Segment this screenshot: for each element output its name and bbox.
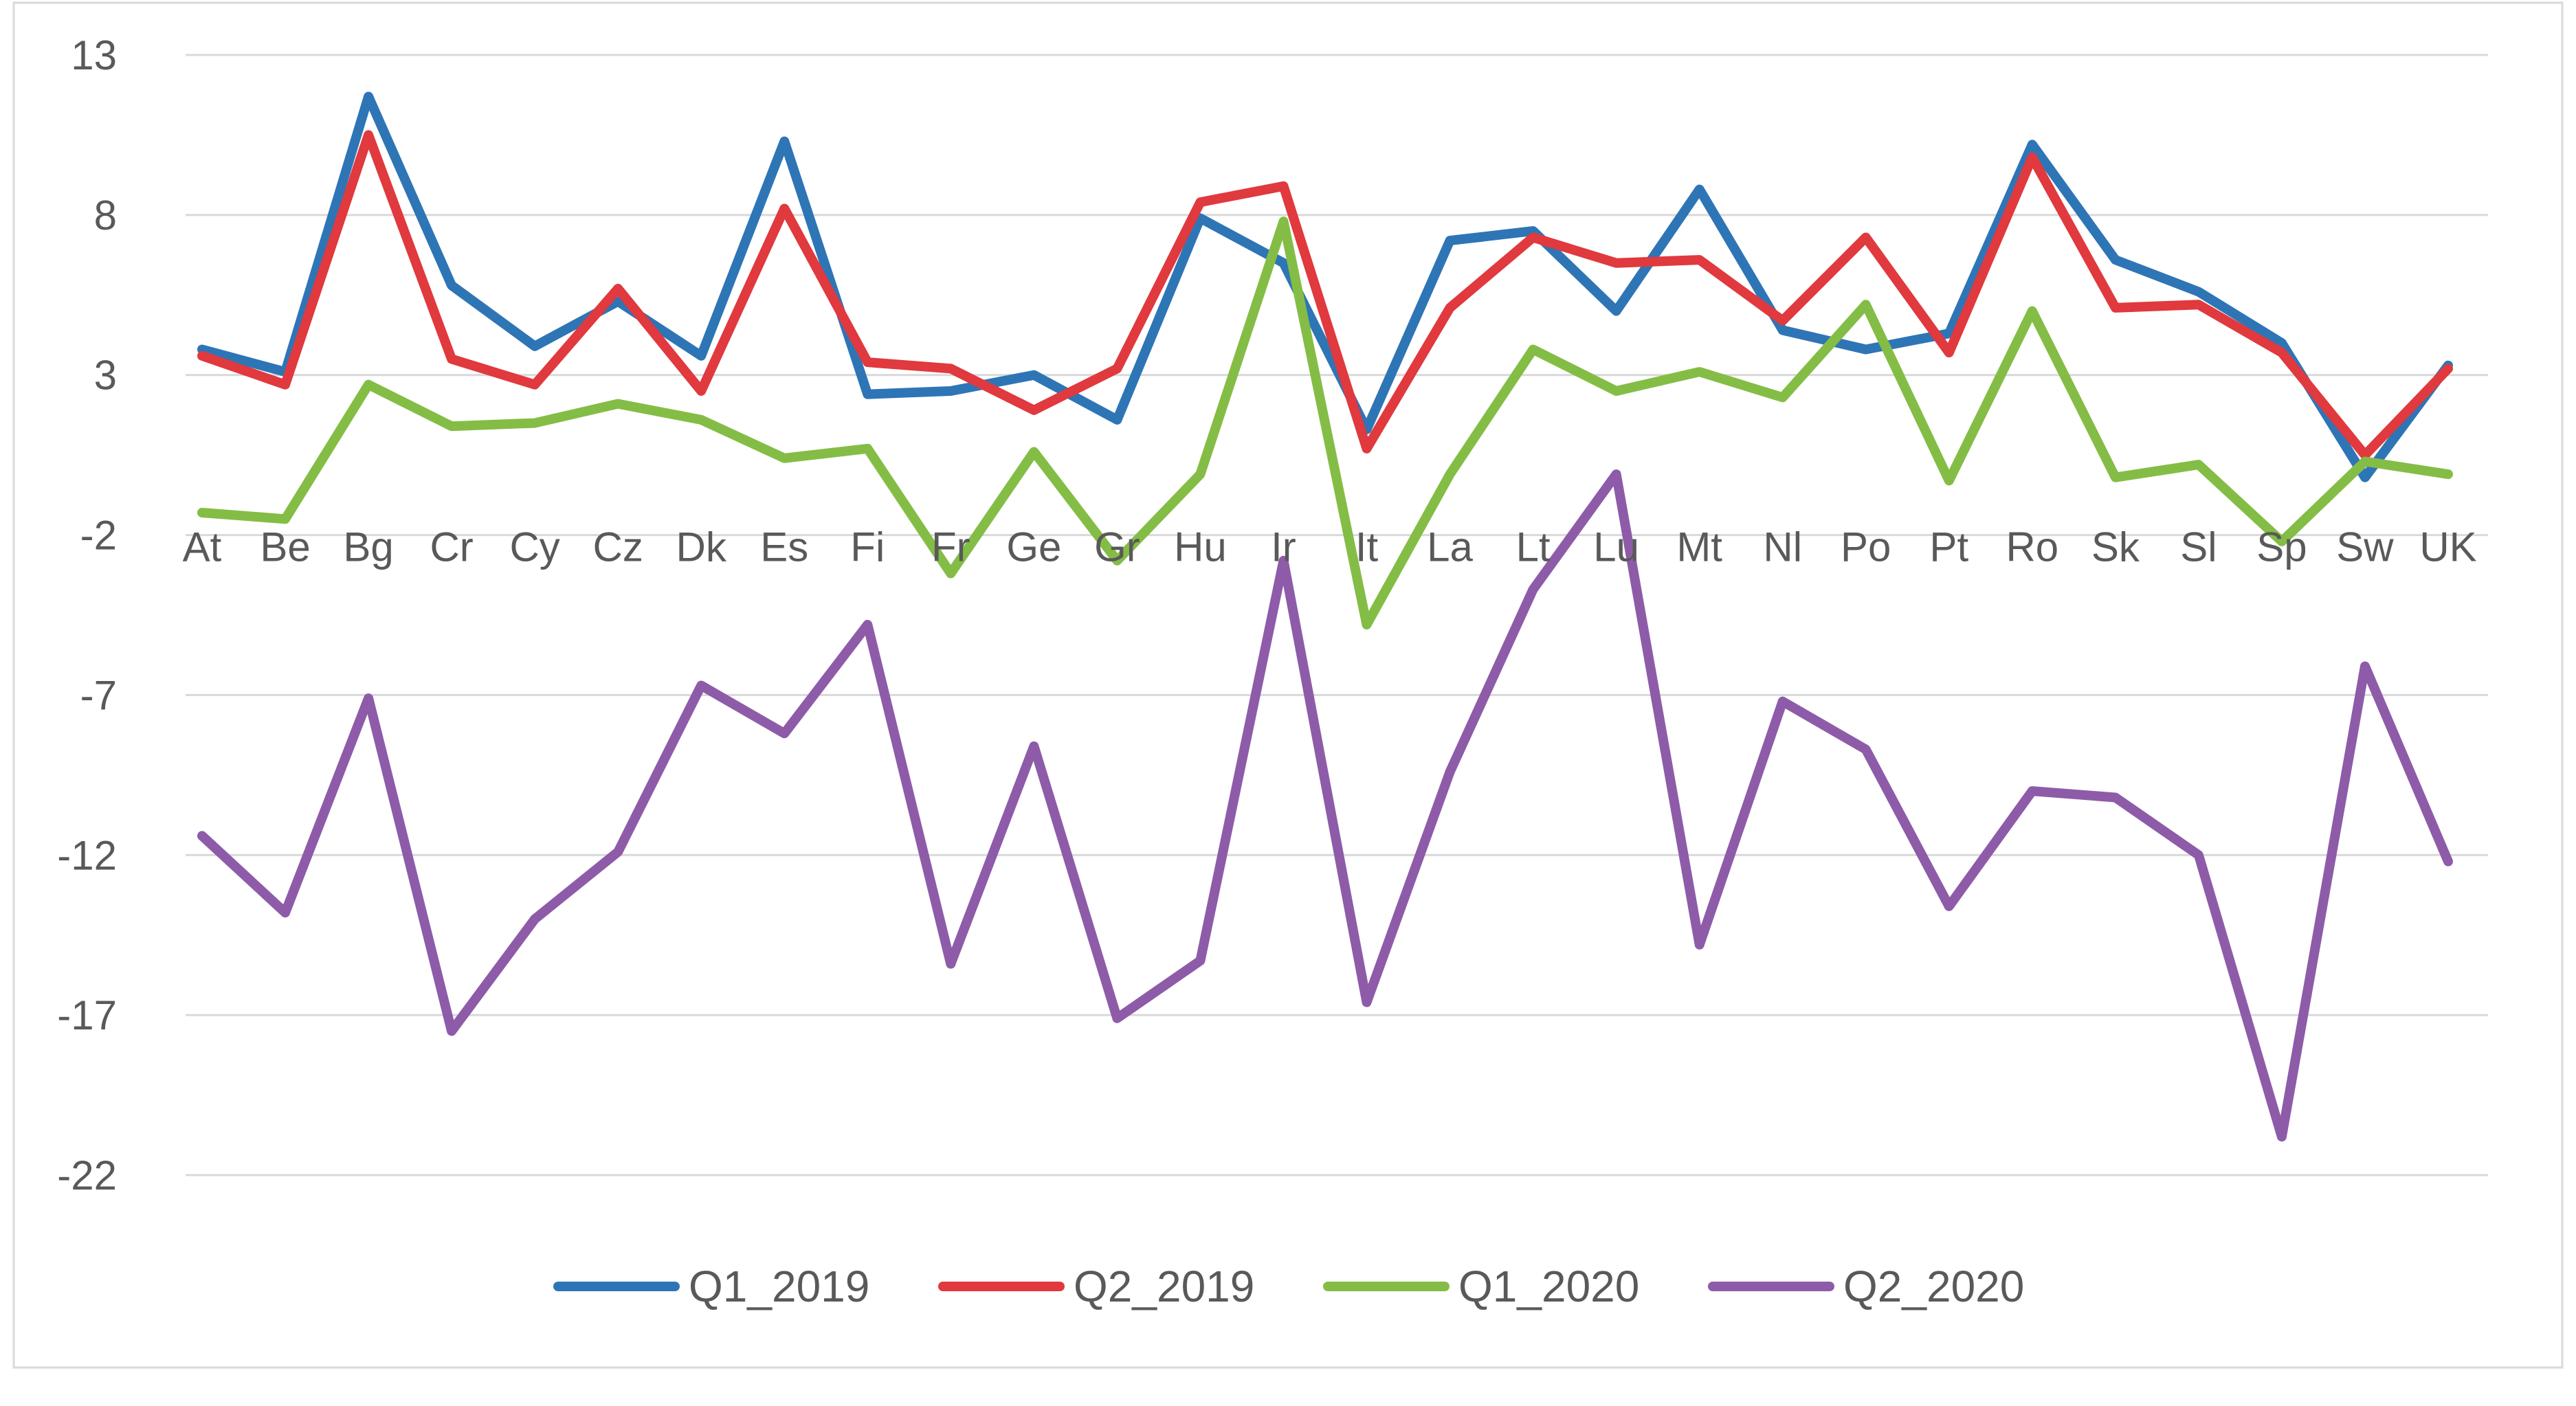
x-tick-label: Cr [430,524,473,570]
y-tick-label: -17 [57,992,117,1038]
series-line-q1-2019 [197,91,2453,482]
x-tick-label: Cy [509,524,559,570]
x-tick-label: Sk [2091,524,2140,570]
y-tick-label: -7 [80,672,117,718]
y-tick-label: -2 [80,513,117,559]
x-tick-label: Fr [931,524,970,570]
x-tick-label: Fi [850,524,885,570]
legend-label-q1-2019: Q1_2019 [689,1262,869,1311]
x-axis-ticks: At Be Bg Cr Cy Cz Dk Es Fi Fr Ge Gr Hu Ir It La Lt Lu Mt Nl… [183,524,2477,570]
y-axis-ticks: 13 8 3 -2 -7 -12 -17 -22 [57,32,117,1198]
x-tick-label: It [1355,524,1379,570]
legend: Q1_2019 Q2_2019 Q1_2020 Q2_2020 [553,1262,2024,1311]
legend-label-q2-2019: Q2_2019 [1074,1262,1254,1311]
x-tick-label: Be [260,524,310,570]
y-tick-label: 13 [71,32,117,78]
x-tick-label: Sp [2256,524,2307,570]
x-tick-label: Po [1841,524,1891,570]
x-tick-label: Gr [1094,524,1140,570]
x-tick-label: UK [2419,524,2476,570]
x-tick-label: Ir [1271,524,1296,570]
x-tick-label: Cz [593,524,643,570]
legend-label-q2-2020: Q2_2020 [1843,1262,2024,1311]
x-tick-label: Hu [1174,524,1227,570]
x-tick-label: Lu [1593,524,1639,570]
x-tick-label: Ro [2006,524,2058,570]
y-tick-label: 3 [94,353,117,399]
x-tick-label: Lt [1516,524,1551,570]
y-tick-label: 8 [94,192,117,238]
x-tick-label: Dk [676,524,727,570]
x-tick-label: Bg [343,524,393,570]
x-tick-label: Sl [2180,524,2217,570]
x-tick-label: Nl [1763,524,1802,570]
series-lines [197,91,2453,1142]
y-tick-label: -22 [57,1152,117,1198]
series-line-q1-2020 [197,216,2453,629]
x-tick-label: La [1427,524,1473,570]
chart-border [12,1,2564,1369]
x-tick-label: Pt [1929,524,1968,570]
x-tick-label: At [183,524,222,570]
x-tick-label: Es [760,524,808,570]
series-line-q2-2019 [197,130,2453,460]
x-tick-label: Ge [1006,524,1061,570]
x-tick-label: Sw [2336,524,2394,570]
legend-label-q1-2020: Q1_2020 [1458,1262,1639,1311]
x-tick-label: Mt [1676,524,1722,570]
series-line-q2-2020 [197,469,2453,1142]
y-tick-label: -12 [57,832,117,878]
